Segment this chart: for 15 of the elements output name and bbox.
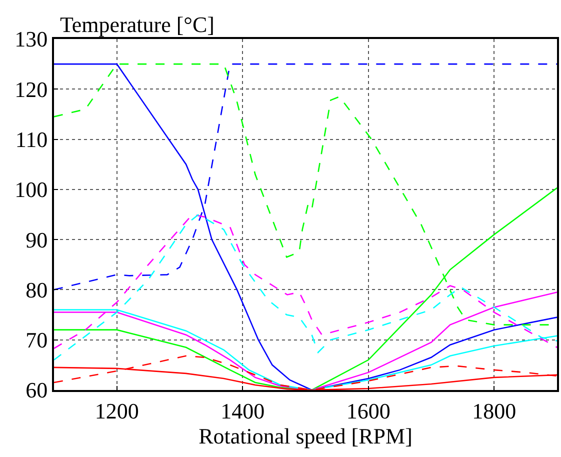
- y-tick-label: 130: [14, 26, 48, 52]
- y-tick-label: 80: [26, 277, 48, 302]
- y-tick-label: 100: [14, 177, 48, 202]
- y-tick-label: 60: [26, 378, 48, 403]
- y-tick-label: 120: [14, 76, 48, 102]
- y-tick-label: 110: [15, 126, 48, 152]
- x-tick-label: 1800: [472, 398, 516, 424]
- x-axis-title: Rotational speed [RPM]: [198, 423, 412, 448]
- y-tick-label: 90: [26, 227, 48, 252]
- x-tick-label: 1600: [346, 398, 390, 424]
- y-axis-title: Temperature [°C]: [60, 12, 214, 37]
- x-tick-label: 1200: [94, 398, 139, 424]
- line-series: [54, 63, 557, 390]
- x-tick-label: 1400: [220, 398, 265, 424]
- y-tick-label: 70: [26, 328, 48, 353]
